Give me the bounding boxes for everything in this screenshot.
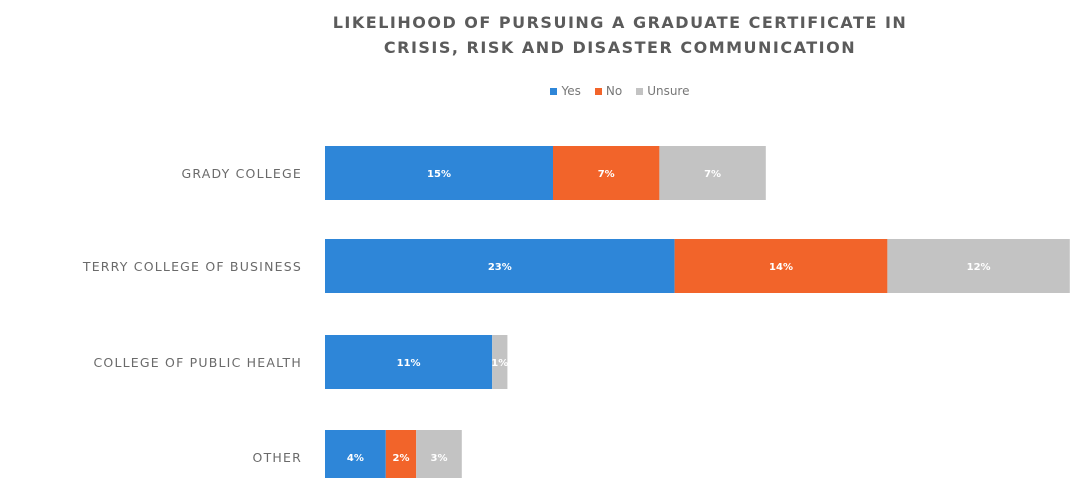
legend-item-no: No xyxy=(594,84,623,98)
data-label-terry-college-of-business-unsure: 12% xyxy=(967,262,991,273)
bar-other-yes xyxy=(325,430,386,478)
bar-grady-college-no xyxy=(553,146,660,200)
bar-other-no xyxy=(385,430,417,478)
data-label-college-of-public-health-yes: 11% xyxy=(397,358,421,369)
legend-item-yes: Yes xyxy=(550,84,581,98)
data-label-grady-college-no: 7% xyxy=(598,169,615,180)
bar-grady-college-unsure xyxy=(659,146,766,200)
legend-swatch-yes xyxy=(550,87,558,95)
legend-label-yes: Yes xyxy=(561,84,581,98)
legend-label-no: No xyxy=(605,84,623,98)
bar-terry-college-of-business-yes xyxy=(325,239,675,293)
data-label-terry-college-of-business-yes: 23% xyxy=(488,262,512,273)
chart-title-line-1: LIKELIHOOD OF PURSUING A GRADUATE CERTIF… xyxy=(332,13,908,32)
bar-terry-college-of-business-no xyxy=(674,239,888,293)
chart-title-line-2: CRISIS, RISK AND DISASTER COMMUNICATION xyxy=(383,38,857,57)
legend-swatch-no xyxy=(594,87,602,95)
bar-grady-college-yes xyxy=(325,146,553,200)
category-label-grady-college: GRADY COLLEGE xyxy=(181,166,302,181)
data-label-terry-college-of-business-no: 14% xyxy=(769,262,793,273)
data-label-grady-college-yes: 15% xyxy=(427,169,451,180)
category-label-college-of-public-health: COLLEGE OF PUBLIC HEALTH xyxy=(94,355,303,370)
bar-other-unsure xyxy=(416,430,462,478)
data-label-college-of-public-health-unsure: 1% xyxy=(491,358,508,369)
legend-label-unsure: Unsure xyxy=(647,84,690,98)
data-label-grady-college-unsure: 7% xyxy=(704,169,721,180)
category-label-other: OTHER xyxy=(253,450,302,465)
legend-swatch-unsure xyxy=(636,87,644,95)
category-label-terry-college-of-business: TERRY COLLEGE OF BUSINESS xyxy=(82,259,302,274)
bar-college-of-public-health-unsure xyxy=(492,335,508,389)
data-label-other-unsure: 3% xyxy=(431,453,448,464)
chart-title: LIKELIHOOD OF PURSUING A GRADUATE CERTIF… xyxy=(250,10,990,60)
bar-college-of-public-health-yes xyxy=(325,335,493,389)
data-label-other-yes: 4% xyxy=(347,453,364,464)
data-label-other-no: 2% xyxy=(393,453,410,464)
bar-terry-college-of-business-unsure xyxy=(887,239,1070,293)
legend-item-unsure: Unsure xyxy=(636,84,690,98)
legend: Yes No Unsure xyxy=(250,84,990,98)
